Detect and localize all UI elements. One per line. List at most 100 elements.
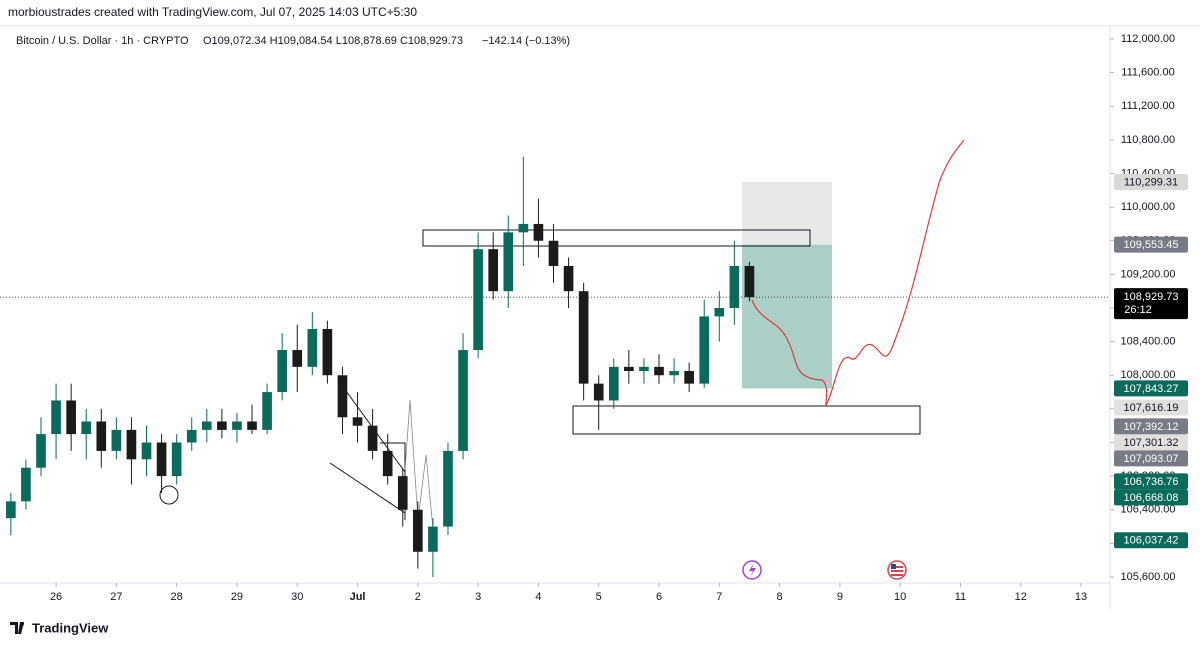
- candle-body: [608, 366, 619, 401]
- candle-body: [51, 400, 61, 435]
- candle-body: [352, 417, 363, 426]
- x-tick-label: 27: [110, 591, 122, 603]
- candle-body: [292, 350, 303, 367]
- x-tick-label: 3: [475, 591, 481, 603]
- ohlc-legend: O109,072.34 H109,084.54 L108,878.69 C108…: [203, 35, 463, 47]
- candle-body: [337, 375, 348, 418]
- candle-body: [443, 450, 453, 527]
- demand-zone: [572, 405, 921, 435]
- change-legend: −142.14 (−0.13%): [482, 35, 570, 47]
- candle-body: [201, 421, 212, 430]
- price-tag-label: 107,093.07: [1123, 453, 1178, 465]
- candle-body: [548, 240, 559, 266]
- price-tag: [1114, 173, 1188, 190]
- y-tick-label: 105,600.00: [1120, 571, 1175, 583]
- current-price-label: 108,929.73: [1123, 291, 1178, 303]
- candle-body: [6, 501, 16, 519]
- supply-zone: [422, 229, 811, 247]
- candle-body: [744, 265, 755, 298]
- candle-body: [217, 421, 227, 430]
- candle-body: [563, 265, 574, 292]
- x-tick-label: 10: [894, 591, 906, 603]
- candle-body: [96, 421, 107, 451]
- price-tag-label: 106,037.42: [1123, 535, 1178, 547]
- price-tag-label: 109,553.45: [1123, 239, 1178, 251]
- tv-logo-dot: [20, 622, 24, 626]
- candle-body: [262, 392, 272, 430]
- price-tag-label: 110,299.31: [1124, 176, 1178, 188]
- y-tick-label: 111,200.00: [1121, 100, 1174, 112]
- price-tag: [1114, 434, 1188, 451]
- x-tick-label: 2: [415, 591, 421, 603]
- candle-body: [533, 223, 544, 241]
- wedge-lower: [329, 462, 406, 514]
- y-tick-label: 109,200.00: [1120, 268, 1175, 280]
- x-tick-label: 13: [1075, 591, 1087, 603]
- x-tick-label: 9: [837, 591, 843, 603]
- x-tick-label: 12: [1015, 591, 1027, 603]
- candle-body: [578, 291, 589, 384]
- candle-body: [156, 442, 167, 477]
- x-tick-label: 7: [716, 591, 722, 603]
- price-tag: [1114, 473, 1188, 490]
- price-tag: [1114, 380, 1188, 397]
- us-flag-icon: [887, 560, 907, 580]
- candle-body: [714, 308, 725, 317]
- candle-body: [503, 232, 514, 292]
- y-tick-label: 108,000.00: [1120, 369, 1175, 381]
- price-tag-label: 107,616.19: [1123, 402, 1178, 414]
- price-tag-label: 107,843.27: [1123, 383, 1178, 395]
- projection-curve: [751, 139, 965, 406]
- price-tag: [1114, 450, 1188, 467]
- stop-zone: [742, 244, 832, 389]
- candle-body: [171, 442, 182, 477]
- candle-body: [66, 400, 76, 435]
- symbol-title: Bitcoin / U.S. Dollar · 1h · CRYPTO: [16, 35, 189, 47]
- candle-body: [247, 421, 257, 430]
- price-tag-label: 106,736.76: [1123, 476, 1178, 488]
- y-tick-label: 108,400.00: [1120, 336, 1175, 348]
- y-tick-label: 106,400.00: [1120, 504, 1175, 516]
- candle-body: [473, 249, 483, 351]
- event-icon: [742, 560, 762, 580]
- credit-line: morbioustrades created with TradingView.…: [8, 5, 417, 19]
- x-tick-label: 28: [171, 591, 183, 603]
- candle-body: [518, 223, 529, 233]
- x-tick-label: Jul: [350, 591, 366, 603]
- candle-body: [232, 421, 242, 430]
- candle-body: [382, 450, 393, 477]
- candle-body: [322, 329, 333, 376]
- candle-body: [186, 429, 197, 443]
- x-tick-label: 5: [596, 591, 602, 603]
- y-tick-label: 111,600.00: [1121, 67, 1174, 79]
- candle-body: [684, 371, 694, 384]
- candle-body: [428, 526, 438, 552]
- candle-body: [699, 316, 710, 384]
- price-tag: [1114, 399, 1188, 416]
- candle-body: [488, 249, 499, 292]
- candle-body: [458, 350, 468, 451]
- position-box: [0, 181, 1110, 389]
- x-tick-label: 4: [535, 591, 541, 603]
- candle-body: [141, 442, 152, 460]
- x-tick-label: 8: [777, 591, 783, 603]
- candle-body: [277, 350, 287, 393]
- countdown-label: 26:12: [1124, 304, 1152, 316]
- price-tag-label: 107,392.12: [1123, 421, 1178, 433]
- x-tick-label: 30: [291, 591, 303, 603]
- y-tick-label: 110,800.00: [1121, 134, 1175, 146]
- candle-body: [307, 329, 318, 367]
- candle-body: [397, 476, 408, 510]
- circle-marker: [159, 485, 179, 505]
- price-tag: [1114, 532, 1188, 549]
- candle-body: [639, 366, 649, 372]
- candle-body: [413, 509, 423, 552]
- candle-body: [126, 429, 137, 460]
- price-tag: [1114, 418, 1188, 435]
- candle-body: [593, 383, 604, 401]
- candle-body: [367, 425, 378, 451]
- candle-body: [624, 366, 634, 372]
- price-tag-label: 107,301.32: [1123, 437, 1178, 449]
- x-tick-label: 11: [955, 591, 966, 603]
